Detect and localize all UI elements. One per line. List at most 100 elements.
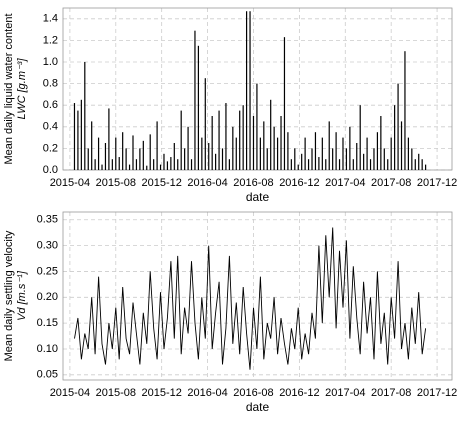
bar: [201, 137, 203, 170]
bar: [159, 164, 162, 170]
bar: [239, 110, 241, 170]
bar: [194, 30, 196, 171]
y-tick-label: 0.20: [37, 291, 58, 303]
bar: [132, 135, 134, 170]
y-axis-label: Mean daily settling velocity: [3, 230, 15, 361]
bar: [335, 132, 337, 170]
x-tick-label: 2015-12: [141, 177, 181, 189]
bar: [425, 164, 427, 170]
bar: [108, 108, 110, 170]
bar: [376, 132, 379, 170]
bar: [163, 153, 165, 170]
bar: [149, 134, 151, 170]
y-tick-label: 0.05: [37, 369, 58, 381]
y-tick-label: 0.8: [43, 78, 58, 90]
bar: [180, 110, 182, 170]
bar: [349, 126, 351, 170]
bar: [328, 121, 330, 170]
bar: [404, 51, 406, 171]
bar: [366, 137, 368, 170]
bar: [232, 126, 234, 170]
bar: [142, 140, 144, 170]
bar: [342, 137, 344, 170]
bar: [218, 110, 220, 170]
bar: [77, 110, 79, 170]
bar: [87, 148, 89, 170]
y-tick-label: 1.0: [43, 56, 58, 68]
y-axis-label: Mean daily liquid water content: [3, 13, 15, 164]
bar: [111, 159, 113, 170]
y-tick-label: 0.30: [37, 240, 58, 252]
bar: [369, 159, 372, 170]
bar: [359, 105, 361, 170]
x-tick-label: 2017-04: [325, 177, 365, 189]
bar: [211, 116, 213, 170]
bar: [332, 148, 334, 170]
x-tick-label: 2017-12: [417, 177, 457, 189]
bar: [338, 159, 341, 170]
bar: [345, 148, 348, 170]
x-tick-label: 2015-04: [50, 387, 90, 399]
y-tick-label: 1.4: [43, 13, 58, 25]
x-tick-label: 2016-12: [279, 177, 319, 189]
bar: [235, 137, 237, 170]
bar: [221, 148, 224, 170]
bar: [259, 137, 261, 170]
bar: [118, 157, 120, 170]
x-tick-label: 2015-08: [96, 387, 136, 399]
bar: [287, 132, 289, 170]
bar: [390, 137, 392, 170]
bar: [80, 99, 82, 170]
bar: [280, 116, 282, 170]
bar: [270, 99, 272, 170]
bar: [400, 121, 403, 170]
y-tick-label: 1.2: [43, 34, 58, 46]
bar: [321, 137, 323, 170]
x-tick-label: 2017-04: [325, 387, 365, 399]
y-tick-label: 0.10: [37, 343, 58, 355]
bar: [311, 148, 313, 170]
bar: [166, 161, 169, 170]
bar: [407, 137, 409, 170]
bar: [421, 159, 423, 170]
bar: [73, 103, 76, 170]
bar: [97, 137, 100, 170]
bar: [301, 153, 303, 170]
bar: [187, 126, 189, 170]
bar: [153, 159, 155, 170]
x-tick-label: 2015-08: [96, 177, 136, 189]
bar: [135, 159, 138, 170]
bar: [397, 83, 399, 170]
plot-frame: [62, 211, 453, 381]
y-tick-label: 0.15: [37, 317, 58, 329]
bar: [84, 62, 86, 170]
bar: [184, 148, 186, 170]
bar: [204, 78, 206, 170]
bar: [252, 116, 255, 170]
bar: [249, 11, 251, 170]
bar: [256, 83, 258, 170]
x-tick-label: 2015-12: [141, 387, 181, 399]
bar: [115, 137, 117, 170]
bar: [394, 105, 396, 170]
x-tick-label: 2016-12: [279, 387, 319, 399]
y-tick-label: 0.2: [43, 142, 58, 154]
bar: [294, 148, 296, 170]
bar: [276, 137, 279, 170]
bar: [170, 157, 172, 170]
bar: [104, 143, 107, 170]
x-axis-label: date: [246, 190, 270, 204]
bar: [297, 164, 299, 170]
bar: [325, 159, 327, 170]
bar: [273, 126, 275, 170]
bar: [383, 148, 385, 170]
bar: [156, 121, 158, 170]
x-tick-label: 2016-04: [187, 387, 227, 399]
y-tick-label: 0.4: [43, 121, 58, 133]
x-tick-label: 2017-08: [371, 387, 411, 399]
bar: [177, 159, 179, 170]
bar: [128, 164, 131, 170]
bar: [94, 159, 96, 170]
bar: [91, 121, 93, 170]
